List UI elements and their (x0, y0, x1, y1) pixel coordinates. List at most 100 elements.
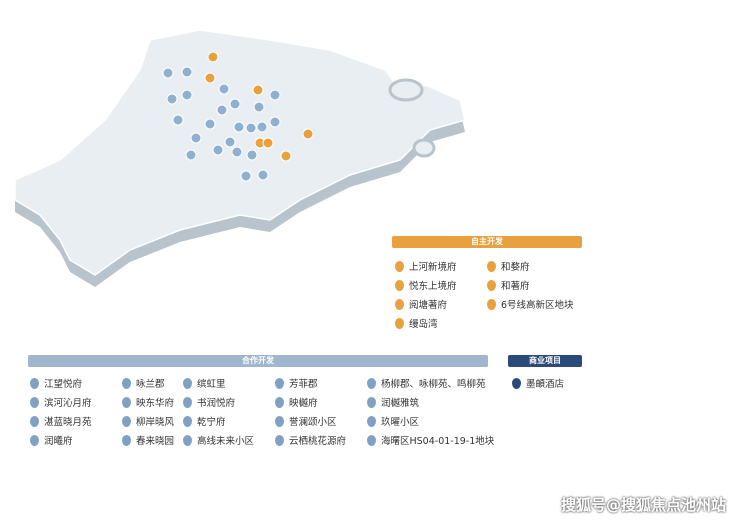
item-label: 玖曜小区 (381, 417, 420, 428)
item-label: 润樾雅筑 (381, 398, 420, 409)
item-label: 6号线高新区地块 (501, 300, 574, 311)
item-label: 誉澜颂小区 (289, 417, 337, 428)
commercial-header: 商业项目 (508, 355, 582, 367)
legend-item: 咏兰郡 (122, 376, 165, 390)
map-pin (218, 83, 230, 95)
map-pin (246, 149, 258, 161)
pin-icon (487, 260, 496, 272)
legend-item: 映樾府 (275, 395, 318, 409)
item-label: 映樾府 (289, 398, 318, 409)
self-dev-header: 自主开发 (392, 236, 582, 248)
legend-item: 誉澜颂小区 (275, 414, 337, 428)
map-pin (229, 98, 241, 110)
item-label: 书润悦府 (197, 398, 236, 409)
legend-item: 春来晓园 (122, 433, 174, 447)
pin-icon (367, 377, 376, 389)
item-label: 映东华府 (136, 398, 175, 409)
island (412, 138, 436, 158)
pin-icon (395, 279, 404, 291)
map-pin (256, 121, 268, 133)
item-label: 咏兰郡 (136, 379, 165, 390)
map-pin (269, 89, 281, 101)
map-pin (252, 84, 264, 96)
map-pin (185, 149, 197, 161)
pin-icon (487, 298, 496, 310)
item-label: 上河新境府 (409, 262, 457, 273)
legend-item: 墨頔酒店 (512, 376, 564, 390)
legend-item: 柳岸晓风 (122, 414, 174, 428)
legend-item: 缦岛湾 (395, 316, 438, 330)
pin-icon (367, 434, 376, 446)
item-label: 芳菲郡 (289, 379, 318, 390)
map-pin (245, 122, 257, 134)
pin-icon (275, 434, 284, 446)
coop-header: 合作开发 (28, 355, 488, 367)
item-label: 海曙区HS04-01-19-1地块 (381, 436, 495, 447)
legend-item: 润曦府 (30, 433, 73, 447)
pin-icon (275, 396, 284, 408)
legend-item: 杨柳郡、咏柳苑、鸣柳苑 (367, 376, 486, 390)
map-pin (190, 132, 202, 144)
map-pin (224, 136, 236, 148)
item-label: 和婺府 (501, 262, 530, 273)
pin-icon (30, 434, 39, 446)
item-label: 湛蓝晓月苑 (44, 417, 92, 428)
item-label: 滨河沁月府 (44, 398, 92, 409)
map-pin (302, 128, 314, 140)
map-pin (240, 170, 252, 182)
pin-icon (395, 317, 404, 329)
legend-item: 滨河沁月府 (30, 395, 92, 409)
watermark: 搜狐号@搜狐焦点池州站 (560, 496, 726, 514)
pin-icon (487, 279, 496, 291)
map-pin (166, 93, 178, 105)
pin-icon (30, 415, 39, 427)
legend-item: 海曙区HS04-01-19-1地块 (367, 433, 494, 447)
pin-icon (183, 415, 192, 427)
island (388, 78, 424, 102)
map-pin (216, 104, 228, 116)
map-pin (257, 169, 269, 181)
map-pin (172, 114, 184, 126)
pin-icon (122, 396, 131, 408)
item-label: 缤虹里 (197, 379, 226, 390)
map-pin (181, 66, 193, 78)
item-label: 阅塘著府 (409, 300, 448, 311)
pin-icon (183, 396, 192, 408)
map-pin (181, 89, 193, 101)
legend-item: 云栖桃花源府 (275, 433, 346, 447)
legend-item: 和婺府 (487, 259, 530, 273)
legend-item: 芳菲郡 (275, 376, 318, 390)
map-pin (204, 118, 216, 130)
pin-icon (395, 260, 404, 272)
legend-item: 书润悦府 (183, 395, 235, 409)
legend-item: 6号线高新区地块 (487, 297, 574, 311)
item-label: 乾宁府 (197, 417, 226, 428)
item-label: 润曦府 (44, 436, 73, 447)
legend-item: 上河新境府 (395, 259, 457, 273)
pin-icon (122, 415, 131, 427)
item-label: 杨柳郡、咏柳苑、鸣柳苑 (381, 379, 486, 390)
legend-item: 阅塘著府 (395, 297, 447, 311)
pin-icon (367, 396, 376, 408)
pin-icon (183, 377, 192, 389)
item-label: 柳岸晓风 (136, 417, 175, 428)
item-label: 和著府 (501, 281, 530, 292)
item-label: 缦岛湾 (409, 319, 438, 330)
pin-icon (275, 377, 284, 389)
legend-item: 缤虹里 (183, 376, 226, 390)
pin-icon (395, 298, 404, 310)
map-pin (204, 72, 216, 84)
legend-item: 和著府 (487, 278, 530, 292)
pin-icon (122, 377, 131, 389)
map-pin (162, 67, 174, 79)
item-label: 墨頔酒店 (526, 379, 565, 390)
pin-icon (122, 434, 131, 446)
legend-item: 悦东上境府 (395, 278, 457, 292)
item-label: 云栖桃花源府 (289, 436, 347, 447)
legend-item: 湛蓝晓月苑 (30, 414, 92, 428)
pin-icon (30, 396, 39, 408)
map-pin (269, 116, 281, 128)
legend-item: 玖曜小区 (367, 414, 419, 428)
